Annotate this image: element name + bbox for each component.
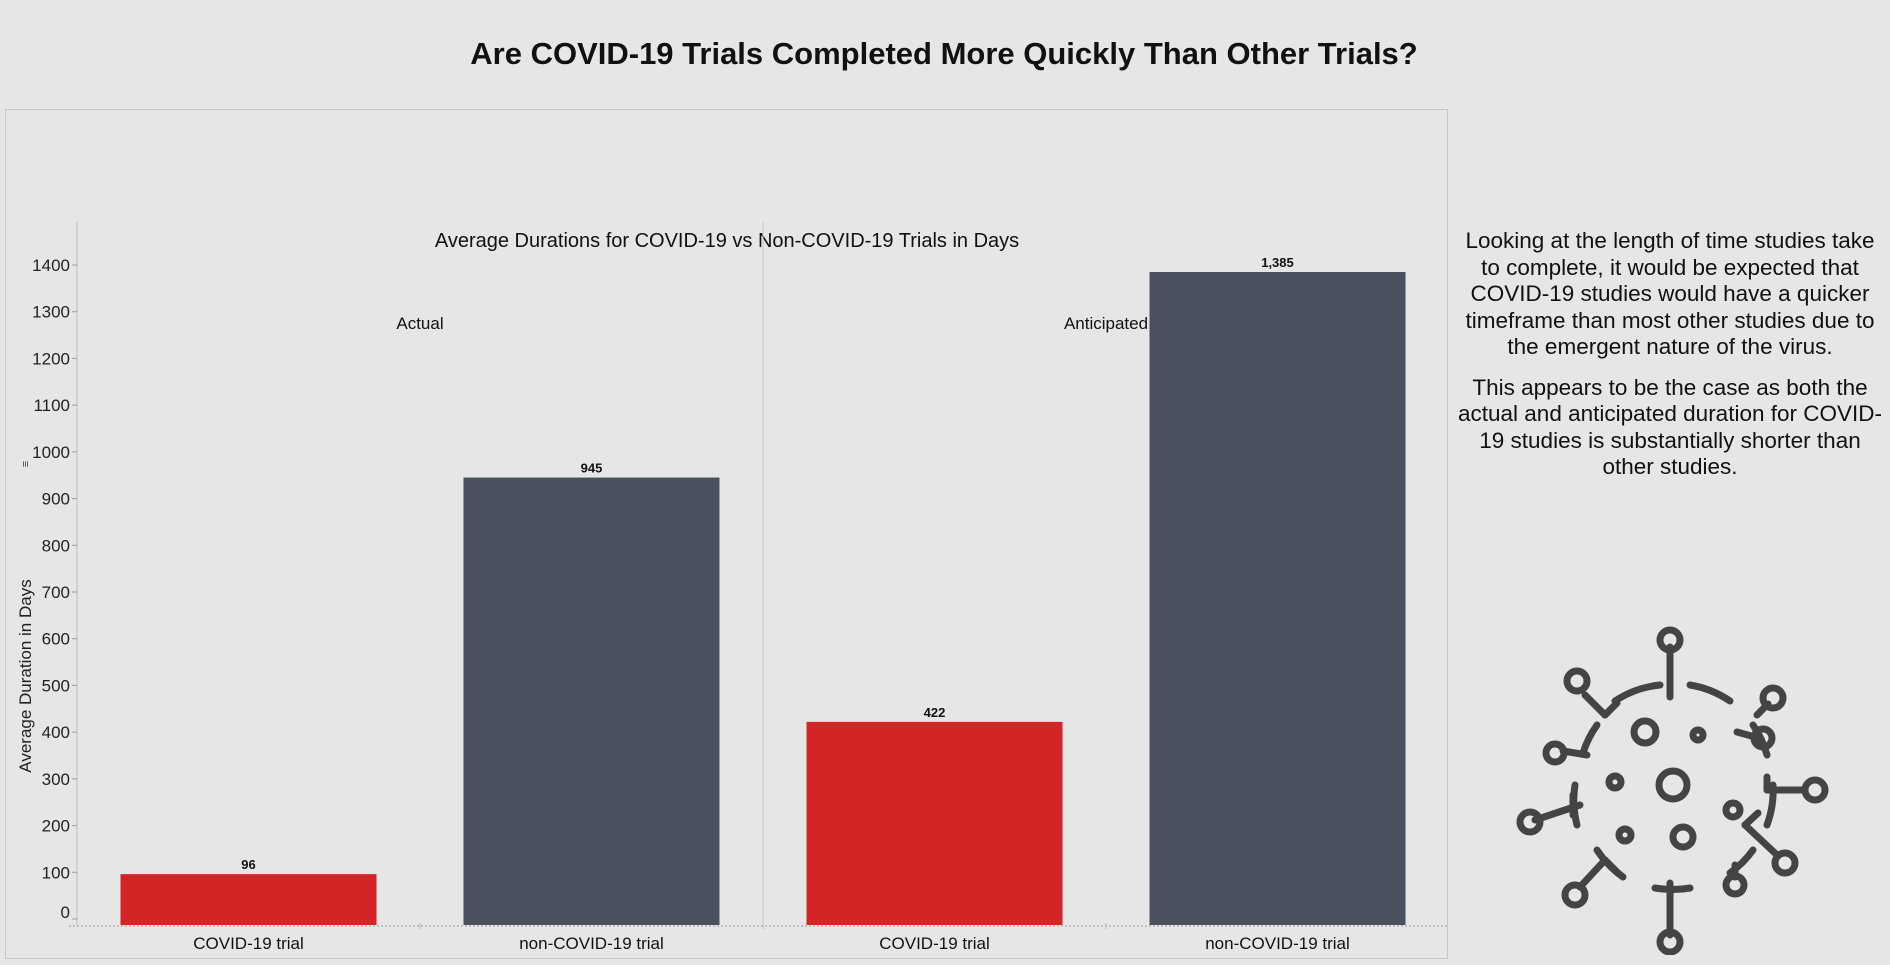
chart-title: Average Durations for COVID-19 vs Non-CO… [435,230,1019,252]
panel-header: Actual [396,314,443,333]
x-tick-label: COVID-19 trial [879,934,990,953]
data-label: 422 [924,705,946,720]
x-tick-label: non-COVID-19 trial [1205,934,1350,953]
y-axis-title: Average Duration in Days [16,579,35,772]
commentary: Looking at the length of time studies ta… [1455,228,1885,495]
bar [806,721,1063,925]
y-tick-label: 200 [42,817,70,836]
x-tick-label: COVID-19 trial [193,934,304,953]
y-tick-label: 1100 [33,396,70,415]
data-label: 945 [581,461,603,476]
y-tick-label: 1300 [32,303,70,322]
commentary-paragraph-1: Looking at the length of time studies ta… [1465,228,1875,359]
page-title: Are COVID-19 Trials Completed More Quick… [470,36,1418,71]
panel-header: Anticipated [1064,314,1148,333]
bar [463,477,720,925]
y-tick-label: 300 [42,770,70,789]
y-tick-label: 800 [42,536,70,555]
x-tick-label: non-COVID-19 trial [519,934,664,953]
y-tick-label: 900 [42,490,70,509]
y-tick-label: 1200 [32,349,70,368]
data-label: 1,385 [1261,255,1294,270]
y-tick-label: 600 [42,630,70,649]
bar [120,874,377,925]
data-label: 96 [241,857,255,872]
sort-icon: ≡ [20,461,32,467]
virus-icon [1516,626,1829,955]
bar-chart: Average Durations for COVID-19 vs Non-CO… [16,222,1449,953]
y-tick-label: 500 [42,676,70,695]
y-tick-label: 700 [42,583,70,602]
commentary-paragraph-2: This appears to be the case as both the … [1458,374,1882,480]
y-tick-label: 1000 [32,443,70,462]
y-tick-label: 100 [42,863,70,882]
bar [1149,272,1406,925]
y-tick-label: 0 [61,903,70,922]
y-tick-label: 400 [42,723,70,742]
y-tick-label: 1400 [32,256,70,275]
chart-panel: Average Durations for COVID-19 vs Non-CO… [5,109,1449,959]
